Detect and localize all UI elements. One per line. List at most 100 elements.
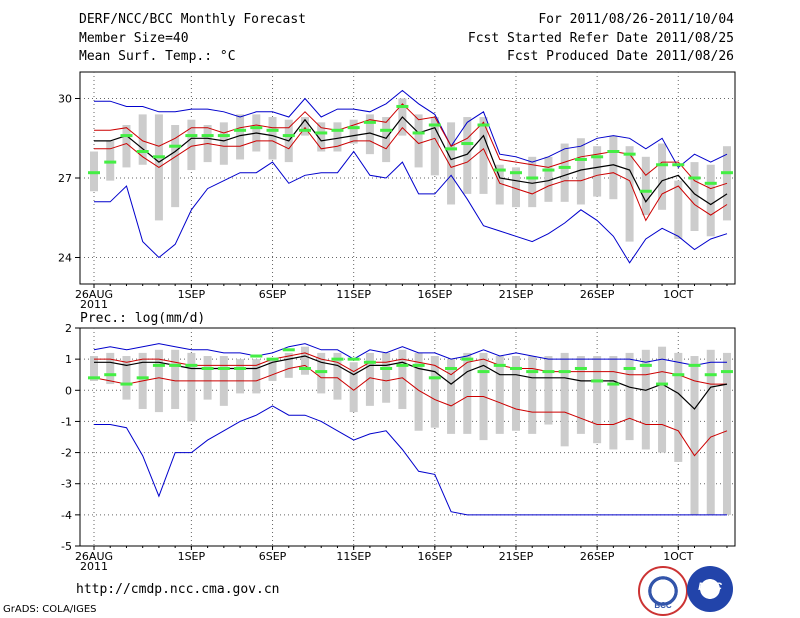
green-marker: [217, 134, 230, 138]
green-marker: [396, 104, 409, 108]
x-tick-label: 26AUG: [75, 288, 113, 301]
green-marker: [104, 160, 117, 164]
member-range-box: [268, 359, 277, 381]
spread-lower-line: [94, 126, 728, 222]
x-tick-label: 26SEP: [580, 550, 615, 563]
green-marker: [217, 366, 230, 370]
member-range-box: [495, 356, 504, 434]
member-range-box: [625, 146, 634, 242]
member-range-box: [674, 180, 683, 239]
green-marker: [331, 357, 344, 361]
member-range-box: [495, 164, 504, 205]
bcc-logo-text: BCC: [654, 601, 672, 610]
green-marker: [623, 152, 636, 156]
green-marker: [363, 120, 376, 124]
ncc-logo: NCC: [687, 566, 733, 612]
forecast-start-date: Fcst Started Refer Date 2011/08/25: [467, 31, 734, 46]
green-marker: [169, 144, 182, 148]
forecast-produced-date: Fcst Produced Date 2011/08/26: [507, 49, 734, 64]
member-range-box: [690, 356, 699, 515]
green-marker: [477, 123, 490, 127]
member-range-box: [349, 119, 358, 144]
green-marker: [639, 363, 652, 367]
y-tick-label: -5: [61, 540, 72, 553]
member-range-box: [609, 135, 618, 200]
member-range-box: [187, 352, 196, 422]
member-range-box: [333, 122, 342, 152]
y-tick-label: 0: [65, 384, 72, 397]
green-marker: [380, 366, 393, 370]
member-range-box: [171, 125, 180, 208]
x-tick-year-label: 2011: [80, 298, 108, 311]
x-tick-label: 21SEP: [499, 288, 534, 301]
precip-panel-title: Prec.: log(mm/d): [80, 311, 205, 326]
member-range-box: [447, 359, 456, 434]
ensemble-mean-line: [94, 355, 728, 410]
member-range-box: [365, 114, 374, 155]
max-line: [93, 343, 727, 366]
y-tick-label: -1: [61, 415, 72, 428]
green-marker: [250, 354, 263, 358]
member-range-box: [236, 359, 245, 394]
footer-url[interactable]: http://cmdp.ncc.cma.gov.cn: [76, 582, 280, 597]
x-tick-label: 6SEP: [259, 550, 287, 563]
green-marker: [266, 128, 279, 132]
spread-upper-line: [94, 103, 728, 190]
green-marker: [282, 134, 295, 138]
x-tick-label: 6SEP: [259, 288, 287, 301]
green-marker: [477, 370, 490, 374]
member-range-box: [528, 156, 537, 208]
green-marker: [607, 382, 620, 386]
member-range-box: [706, 164, 715, 237]
y-tick-label: 2: [65, 322, 72, 335]
member-range-box: [641, 349, 650, 450]
x-tick-label: 16SEP: [418, 550, 453, 563]
spread-lower-line: [93, 364, 728, 457]
member-range-box: [722, 352, 731, 515]
green-marker: [509, 171, 522, 175]
member-range-box: [641, 156, 650, 216]
member-range-box: [138, 114, 147, 165]
green-marker: [656, 163, 669, 167]
member-range-box: [560, 352, 569, 447]
member-range-box: [171, 349, 180, 409]
y-tick-label: -4: [61, 509, 72, 522]
green-marker: [136, 150, 149, 153]
green-marker: [526, 176, 539, 180]
x-tick-label: 1SEP: [178, 550, 206, 563]
member-range-box: [658, 143, 667, 210]
member-range-box: [528, 356, 537, 434]
ncc-logo-text: NCC: [698, 581, 722, 593]
x-tick-label: 26AUG: [75, 550, 113, 563]
green-marker: [412, 363, 425, 367]
green-marker: [656, 382, 669, 386]
member-range-box: [90, 356, 98, 381]
chart-title: DERF/NCC/BCC Monthly Forecast: [79, 12, 306, 27]
member-range-box: [463, 117, 472, 194]
green-marker: [363, 360, 376, 364]
green-marker: [445, 366, 458, 370]
green-marker: [574, 366, 587, 370]
green-marker: [412, 131, 425, 135]
member-range-box: [106, 352, 115, 385]
variable-label: Mean Surf. Temp.: °C: [79, 49, 236, 64]
member-range-box: [382, 117, 391, 163]
forecast-period: For 2011/08/26-2011/10/04: [538, 12, 734, 27]
member-range-box: [593, 356, 602, 444]
green-marker: [282, 348, 295, 352]
green-marker: [720, 370, 733, 374]
x-tick-label: 11SEP: [336, 550, 371, 563]
green-marker: [704, 181, 717, 185]
green-marker: [120, 382, 133, 386]
member-range-box: [268, 117, 277, 160]
member-range-box: [317, 352, 326, 394]
x-tick-label: 21SEP: [499, 550, 534, 563]
member-range-box: [674, 352, 683, 462]
green-marker: [526, 370, 539, 374]
x-tick-label: 1OCT: [663, 550, 693, 563]
y-tick-label: 27: [58, 172, 72, 185]
min-line: [94, 150, 728, 264]
x-tick-year-label: 2011: [80, 560, 108, 573]
green-marker: [591, 155, 604, 159]
green-marker: [558, 165, 571, 169]
